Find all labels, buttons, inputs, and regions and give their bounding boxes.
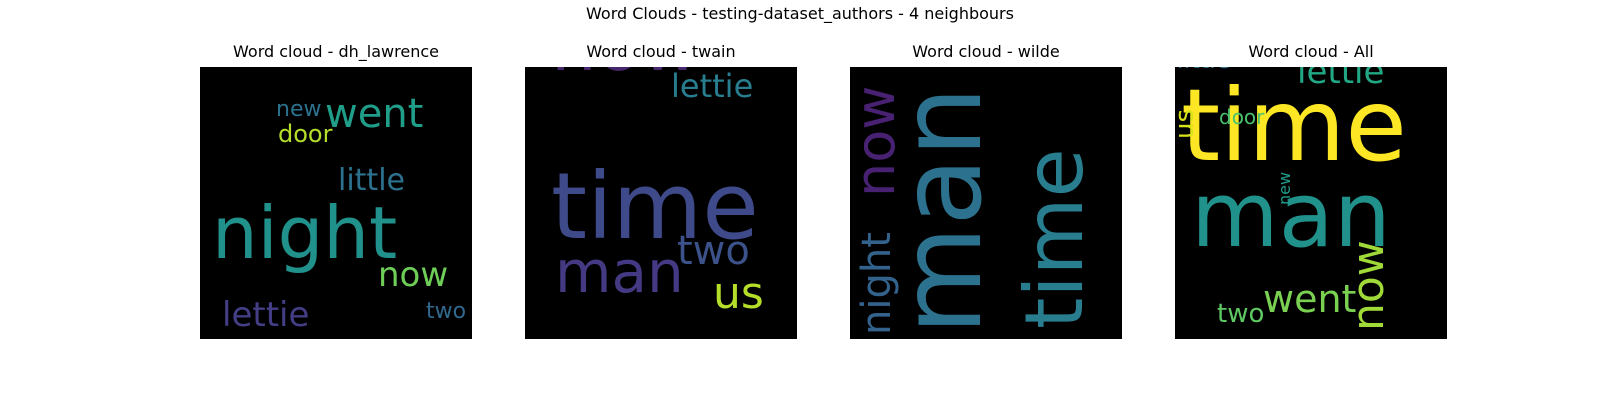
word-night: night (854, 232, 900, 335)
word-little: little (338, 163, 405, 198)
word-two: two (677, 228, 750, 274)
word-cloud: mantimenowwentnight (850, 67, 1122, 339)
word-new: new (1275, 172, 1294, 205)
word-man: man (1191, 163, 1391, 268)
word-time: time (1181, 67, 1407, 184)
word-now: now (551, 67, 700, 87)
word-time: time (551, 153, 759, 260)
word-now: now (1343, 240, 1394, 331)
panel-title: Word cloud - dh_lawrence (233, 42, 439, 61)
panel-title: Word cloud - All (1248, 42, 1374, 61)
word-new: new (276, 97, 321, 122)
word-went: went (1263, 277, 1356, 321)
word-time: time (1008, 148, 1101, 329)
word-us: us (713, 268, 764, 319)
word-two: two (426, 299, 466, 324)
word-door: door (278, 120, 333, 148)
word-went: went (325, 91, 423, 137)
word-door: door (1219, 105, 1265, 129)
word-two: two (1217, 299, 1264, 329)
word-now: now (378, 255, 448, 295)
word-night: night (212, 191, 397, 275)
word-cloud-svg: mantimenowwentnight (850, 86, 1101, 335)
word-lettie: lettie (671, 67, 753, 105)
word-lettie: lettie (1297, 67, 1384, 92)
word-cloud: timenowmanlettiewentustwo (525, 67, 797, 339)
word-little: little (1177, 67, 1231, 74)
word-lettie: lettie (222, 295, 309, 335)
word-cloud-svg: timenowmanlettiewentustwo (551, 67, 764, 319)
word-man: man (555, 238, 684, 306)
panel-title: Word cloud - twain (586, 42, 736, 61)
word-us: us (1175, 109, 1200, 139)
word-night: night (1239, 67, 1393, 69)
word-man: man (877, 86, 1007, 335)
word-now: now (850, 86, 907, 197)
figure-title: Word Clouds - testing-dataset_authors - … (586, 4, 1014, 23)
panel-title: Word cloud - wilde (912, 42, 1060, 61)
word-cloud: night went little now lettie door new two (200, 67, 472, 339)
